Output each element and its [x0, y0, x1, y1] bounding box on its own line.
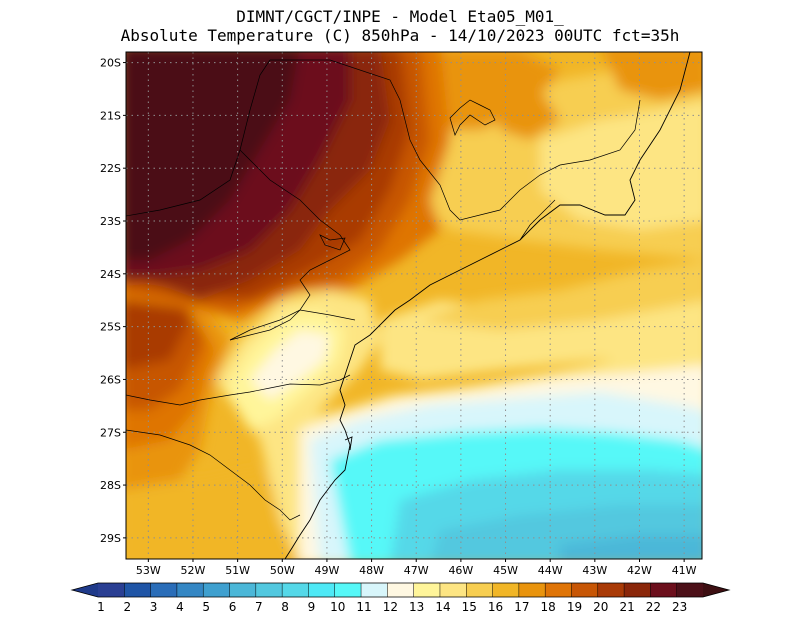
lat-label: 29S — [100, 532, 121, 545]
colorbar-label: 11 — [356, 600, 371, 614]
colorbar-swatch — [624, 583, 651, 597]
colorbar-swatch — [492, 583, 520, 597]
colorbar-left-arrow — [72, 583, 98, 597]
temperature-field — [126, 52, 702, 559]
lon-label: 41W — [672, 564, 697, 577]
title-line-2: Absolute Temperature (C) 850hPa - 14/10/… — [120, 26, 680, 45]
title-line-1: DIMNT/CGCT/INPE - Model Eta05_M01_ — [236, 7, 564, 26]
lat-label: 25S — [100, 321, 121, 334]
colorbar-outline — [70, 582, 731, 598]
lat-label: 28S — [100, 479, 121, 492]
colorbar-swatch — [650, 583, 677, 597]
colorbar-label: 10 — [330, 600, 345, 614]
colorbar-swatch — [571, 583, 599, 597]
lon-label: 42W — [627, 564, 652, 577]
colorbar-swatch — [387, 583, 414, 597]
lon-label: 44W — [538, 564, 563, 577]
lon-label: 48W — [359, 564, 384, 577]
map-frame — [125, 51, 703, 560]
colorbar-swatch — [229, 583, 257, 597]
colorbar-label: 19 — [567, 600, 582, 614]
colorbar-label: 8 — [281, 600, 289, 614]
lon-label: 49W — [314, 564, 339, 577]
colorbar-label: 6 — [229, 600, 237, 614]
colorbar-swatch — [518, 583, 546, 597]
state-borders — [126, 59, 641, 521]
colorbar-label: 14 — [435, 600, 450, 614]
colorbar-swatch — [466, 583, 493, 597]
colorbar-swatch — [545, 583, 572, 597]
lon-label: 45W — [493, 564, 518, 577]
lon-label: 53W — [136, 564, 161, 577]
lat-label: 24S — [100, 268, 121, 281]
colorbar-swatch — [150, 583, 178, 597]
lon-label: 51W — [225, 564, 250, 577]
colorbar-label: 16 — [488, 600, 503, 614]
colorbar-swatch — [439, 583, 467, 597]
colorbar-label: 9 — [308, 600, 316, 614]
colorbar-label: 18 — [541, 600, 556, 614]
colorbar-label: 4 — [176, 600, 184, 614]
lon-label: 46W — [448, 564, 473, 577]
lat-label: 23S — [100, 215, 121, 228]
lat-label: 27S — [100, 426, 121, 439]
colorbar-label: 17 — [514, 600, 529, 614]
colorbar — [70, 582, 731, 598]
colorbar-label: 15 — [462, 600, 477, 614]
colorbar-swatch — [124, 583, 151, 597]
colorbar-label: 1 — [97, 600, 105, 614]
lat-label: 22S — [100, 162, 121, 175]
colorbar-label: 5 — [202, 600, 210, 614]
colorbar-label: 20 — [593, 600, 608, 614]
lon-label: 47W — [404, 564, 429, 577]
longitude-labels: 53W 52W 51W 50W 49W 48W 47W 46W 45W 44W 43W 42W 41W — [136, 559, 697, 577]
colorbar-label: 21 — [619, 600, 634, 614]
colorbar-swatch — [361, 583, 388, 597]
colorbar-swatch — [334, 583, 362, 597]
colorbar-label: 7 — [255, 600, 263, 614]
colorbar-label: 12 — [383, 600, 398, 614]
colorbar-label: 3 — [150, 600, 158, 614]
lat-label: 20S — [100, 57, 121, 70]
colorbar-label: 13 — [409, 600, 424, 614]
colorbar-swatch — [282, 583, 309, 597]
colorbar-label: 22 — [646, 600, 661, 614]
lon-label: 50W — [270, 564, 295, 577]
colorbar-swatch — [597, 583, 625, 597]
colorbar-swatch — [413, 583, 441, 597]
colorbar-right-arrow — [703, 583, 729, 597]
colorbar-swatch — [203, 583, 230, 597]
lon-label: 43W — [582, 564, 607, 577]
colorbar-swatch — [676, 583, 704, 597]
lat-label: 26S — [100, 373, 121, 386]
colorbar-swatch — [176, 583, 204, 597]
grid-lines — [126, 52, 702, 559]
colorbar-swatch — [308, 583, 336, 597]
coastline — [284, 52, 691, 559]
lon-label: 52W — [181, 564, 206, 577]
colorbar-label: 2 — [123, 600, 131, 614]
latitude-labels: 20S 21S 22S 23S 24S 25S 26S 27S 28S 29S — [100, 57, 126, 545]
lat-label: 21S — [100, 109, 121, 122]
colorbar-labels: 1 2 3 4 5 6 7 8 9 10 11 12 13 14 15 16 17 18 19 20 21 22 23 — [97, 600, 687, 614]
colorbar-swatch — [255, 583, 283, 597]
colorbar-swatch — [98, 583, 125, 597]
colorbar-label: 23 — [672, 600, 687, 614]
